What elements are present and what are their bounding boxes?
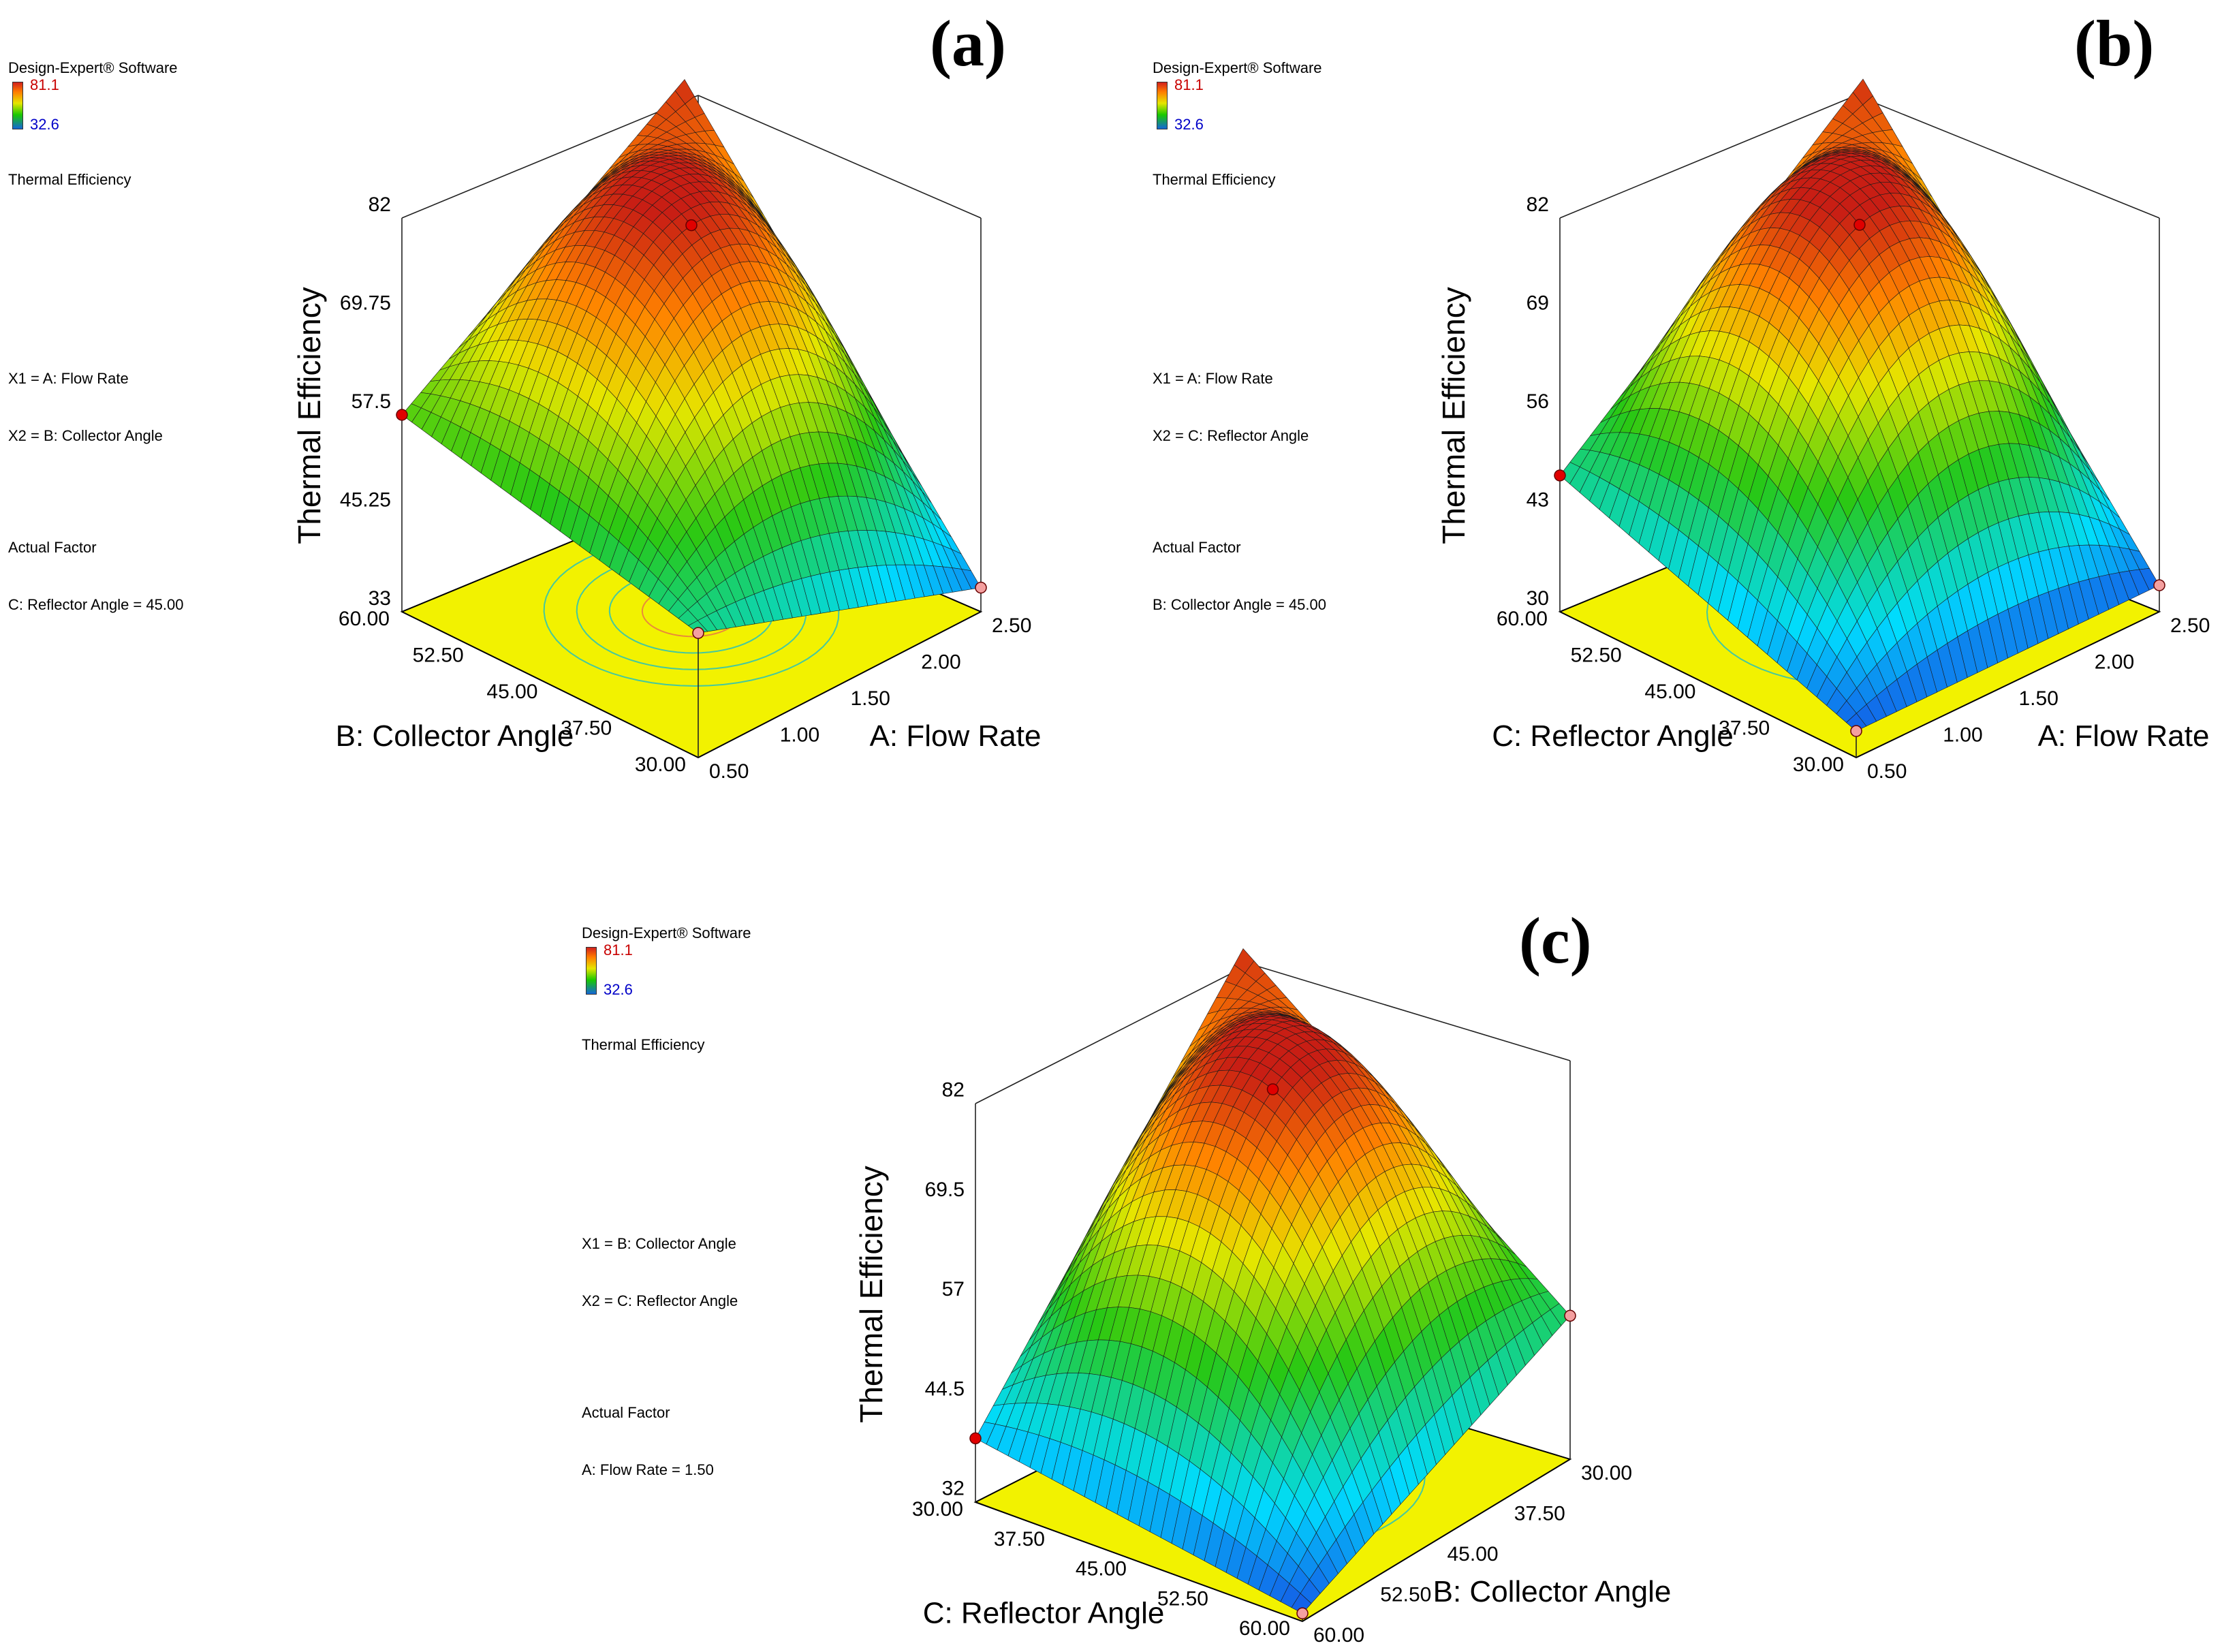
x-tick-label: 37.50	[561, 717, 612, 740]
design-point	[1266, 1083, 1279, 1095]
y-axis-title: B: Collector Angle	[1433, 1575, 1672, 1608]
panel-a-legend-low: 32.6	[30, 116, 59, 133]
panel-b-x1: X1 = A: Flow Rate	[1153, 370, 1273, 387]
design-point	[685, 219, 698, 232]
panel-a-actual-factor-title: Actual Factor	[8, 539, 97, 556]
z-tick-label: 69.5	[925, 1179, 965, 1201]
panel-a-legend-high: 81.1	[30, 76, 59, 93]
box-edge	[1559, 95, 1857, 219]
z-tick-label: 69.75	[340, 292, 391, 314]
panel-b-legend-low: 32.6	[1174, 116, 1204, 133]
panel-a-legend-colorbar	[12, 82, 23, 129]
z-axis-title: Thermal Efficiency	[854, 1166, 889, 1423]
y-tick-label: 30.00	[1581, 1462, 1632, 1484]
z-tick-label: 33	[369, 587, 391, 610]
y-tick-label: 52.50	[1380, 1584, 1431, 1606]
panel-b-x2: X2 = C: Reflector Angle	[1153, 427, 1309, 444]
panel-b-response: Thermal Efficiency	[1153, 171, 1276, 188]
z-axis-title: Thermal Efficiency	[292, 287, 327, 544]
panel-a-surface-plot: 82 69.75 57.5 45.25 33 Thermal Efficiency 60.0…	[292, 79, 1042, 783]
x-tick-label: 30.00	[912, 1498, 963, 1521]
panel-b-label: (b)	[2074, 7, 2155, 80]
panel-b-software: Design-Expert® Software	[1153, 59, 1322, 76]
z-tick-label: 32	[942, 1478, 965, 1500]
z-tick-label: 45.25	[340, 488, 391, 511]
x-tick-label: 30.00	[635, 753, 686, 776]
y-tick-label: 0.50	[709, 760, 749, 783]
panel-a-software: Design-Expert® Software	[8, 59, 178, 76]
design-point	[1564, 1309, 1576, 1322]
panel-a-x1: X1 = A: Flow Rate	[8, 370, 129, 387]
z-tick-label: 82	[942, 1079, 965, 1102]
x-tick-label: 45.00	[486, 681, 537, 703]
design-point	[692, 627, 704, 639]
y-tick-label: 2.00	[921, 651, 960, 674]
panel-a-info: Design-Expert® Software Thermal Efficien…	[8, 20, 183, 634]
box-edge	[1856, 95, 2160, 219]
x-axis-title: C: Reflector Angle	[923, 1597, 1165, 1630]
panel-a-label: (a)	[930, 7, 1006, 80]
x-tick-label: 37.50	[994, 1528, 1045, 1550]
x-tick-label: 52.50	[413, 644, 464, 667]
response-surface	[401, 79, 982, 634]
design-point	[1296, 1607, 1309, 1620]
x-tick-label: 60.00	[339, 608, 390, 630]
design-point	[969, 1432, 982, 1445]
x-tick-label: 60.00	[1239, 1617, 1290, 1640]
z-tick-label: 57.5	[351, 390, 391, 413]
y-tick-label: 2.50	[992, 614, 1031, 637]
y-tick-label: 45.00	[1448, 1543, 1499, 1565]
design-point	[396, 409, 408, 421]
panel-b-info: Design-Expert® Software Thermal Efficien…	[1153, 20, 1326, 634]
response-surface	[1559, 78, 2160, 732]
z-tick-label: 44.5	[925, 1377, 965, 1400]
y-tick-label: 1.00	[780, 724, 819, 747]
panel-a-response: Thermal Efficiency	[8, 171, 131, 188]
box-edge	[401, 95, 699, 219]
panel-a-actual-factor: C: Reflector Angle = 45.00	[8, 596, 184, 613]
x-tick-label: 45.00	[1076, 1558, 1127, 1580]
panel-b-actual-factor-title: Actual Factor	[1153, 539, 1241, 556]
panel-b-legend-high: 81.1	[1174, 76, 1204, 93]
z-tick-label: 82	[369, 193, 391, 216]
y-axis-title: A: Flow Rate	[870, 719, 1042, 753]
y-tick-label: 37.50	[1514, 1503, 1565, 1525]
x-axis-title: B: Collector Angle	[336, 719, 574, 753]
panel-b-actual-factor: B: Collector Angle = 45.00	[1153, 596, 1326, 613]
box-edge	[698, 95, 982, 219]
y-tick-label: 60.00	[1313, 1624, 1364, 1647]
z-tick-label: 57	[942, 1278, 965, 1300]
panel-b-legend-colorbar	[1157, 82, 1168, 129]
panel-a-x2: X2 = B: Collector Angle	[8, 427, 163, 444]
design-point	[975, 581, 987, 594]
x-tick-label: 52.50	[1157, 1587, 1208, 1610]
y-tick-label: 1.50	[851, 687, 890, 710]
